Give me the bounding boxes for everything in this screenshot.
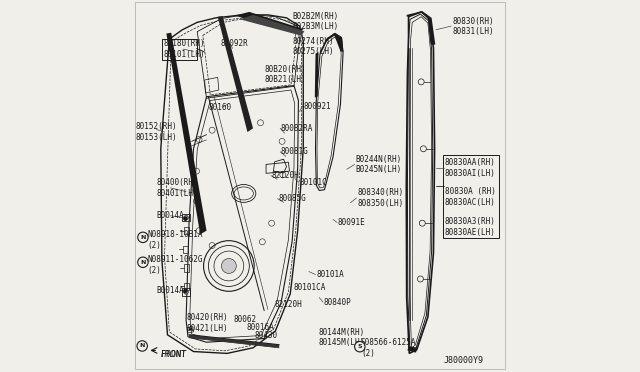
Text: 80B20(RH)
80B21(LH): 80B20(RH) 80B21(LH) (264, 65, 306, 84)
Text: 80180(RH)
80101(LH): 80180(RH) 80101(LH) (163, 39, 205, 59)
Circle shape (191, 328, 193, 330)
Circle shape (221, 259, 236, 273)
Text: 80160: 80160 (209, 103, 232, 112)
Circle shape (183, 217, 188, 221)
Polygon shape (240, 15, 305, 36)
Circle shape (138, 257, 148, 267)
Text: 80420(RH)
80421(LH): 80420(RH) 80421(LH) (186, 313, 228, 333)
Text: 80082RA: 80082RA (281, 124, 314, 133)
Text: 80016A: 80016A (246, 323, 275, 332)
Text: 80830A (RH)
80830AC(LH): 80830A (RH) 80830AC(LH) (445, 187, 496, 207)
Text: 80101A: 80101A (316, 270, 344, 279)
Text: 808340(RH)
808350(LH): 808340(RH) 808350(LH) (357, 188, 403, 208)
Text: B02B2M(RH)
B02B3M(LH): B02B2M(RH) B02B3M(LH) (292, 12, 339, 31)
Polygon shape (218, 16, 253, 132)
Circle shape (184, 290, 188, 294)
Text: 80062: 80062 (234, 315, 257, 324)
Circle shape (355, 341, 365, 352)
Circle shape (189, 328, 191, 330)
Text: FRONT: FRONT (161, 350, 187, 359)
Text: 80101CA: 80101CA (294, 283, 326, 292)
Text: 80092R: 80092R (220, 39, 248, 48)
Text: N08918-10B1A
(2): N08918-10B1A (2) (147, 230, 203, 250)
Text: N08911-1062G
(2): N08911-1062G (2) (147, 255, 203, 275)
Text: J80000Y9: J80000Y9 (444, 356, 484, 365)
Text: 80085G: 80085G (278, 194, 306, 203)
Text: 80830A3(RH)
80830AE(LH): 80830A3(RH) 80830AE(LH) (445, 217, 496, 237)
Circle shape (184, 215, 188, 220)
Circle shape (183, 289, 188, 293)
Text: B0014A: B0014A (156, 211, 184, 220)
Text: N: N (140, 343, 145, 349)
Text: 80101C: 80101C (300, 178, 327, 187)
Text: N: N (140, 260, 146, 265)
Polygon shape (406, 11, 435, 45)
Text: B0014A: B0014A (156, 286, 184, 295)
Text: 82120H: 82120H (275, 300, 302, 309)
Text: 82120H: 82120H (271, 171, 300, 180)
Text: FRONT: FRONT (161, 350, 186, 359)
Text: B0244N(RH)
B0245N(LH): B0244N(RH) B0245N(LH) (355, 155, 401, 174)
Text: 80091E: 80091E (338, 218, 365, 227)
Text: N: N (140, 235, 146, 240)
Polygon shape (408, 346, 417, 353)
Polygon shape (319, 33, 344, 54)
Text: 80152(RH)
80153(LH): 80152(RH) 80153(LH) (136, 122, 177, 142)
Text: 800921: 800921 (303, 102, 331, 110)
Text: S: S (358, 344, 362, 349)
Text: 80400(RH)
80401(LH): 80400(RH) 80401(LH) (156, 178, 198, 198)
Text: 80830(RH)
80831(LH): 80830(RH) 80831(LH) (452, 17, 493, 36)
Polygon shape (315, 52, 319, 97)
Text: 80430: 80430 (254, 331, 277, 340)
Polygon shape (166, 33, 207, 234)
Circle shape (138, 232, 148, 243)
Text: 80274(RH)
80275(LH): 80274(RH) 80275(LH) (292, 37, 333, 56)
Text: 80081G: 80081G (281, 147, 308, 156)
Polygon shape (189, 335, 279, 348)
Polygon shape (234, 12, 303, 33)
Text: 80144M(RH)
80145M(LH): 80144M(RH) 80145M(LH) (319, 328, 365, 347)
Text: 80830AA(RH)
80830AI(LH): 80830AA(RH) 80830AI(LH) (445, 158, 496, 178)
Text: S08566-6125A
(2): S08566-6125A (2) (361, 338, 417, 357)
Circle shape (137, 341, 147, 351)
Text: 80840P: 80840P (324, 298, 351, 307)
